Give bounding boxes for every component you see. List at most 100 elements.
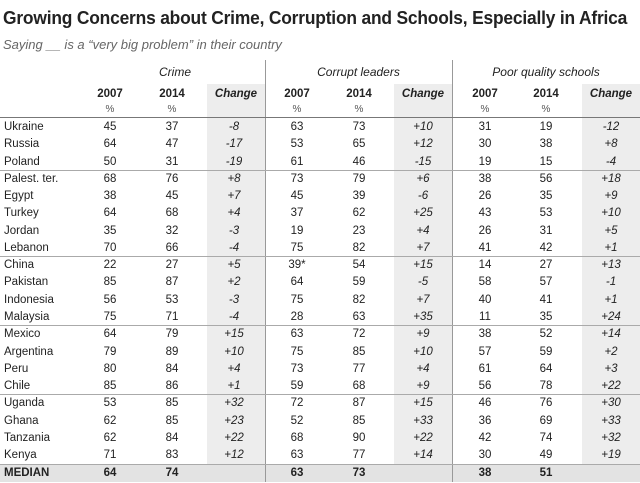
cell-crime-2007: 75	[103, 310, 117, 323]
cell-schools-2007: 46	[478, 397, 492, 410]
cell-crime-change: +23	[224, 414, 244, 427]
median-label: MEDIAN	[4, 467, 50, 479]
cell-corrupt-2014: 73	[352, 467, 366, 479]
cell-corrupt-2014: 82	[352, 293, 366, 306]
cell-schools-2014: 35	[539, 190, 553, 203]
cell-crime-change: +22	[224, 431, 244, 444]
cell-crime-2007: 45	[103, 121, 117, 133]
cell-corrupt-change: +22	[413, 431, 433, 444]
cell-corrupt-2007: 75	[290, 241, 304, 254]
cell-crime-change: -3	[228, 293, 240, 306]
cell-schools-2007: 26	[478, 190, 492, 203]
country-label: Malaysia	[4, 310, 50, 323]
cell-corrupt-change: +14	[413, 449, 433, 462]
cell-schools-change: +30	[601, 397, 621, 410]
cell-crime-2014: 76	[165, 172, 179, 185]
cell-corrupt-2007: 68	[290, 431, 304, 444]
cell-schools-change: +14	[601, 328, 621, 341]
cell-corrupt-change: +9	[416, 328, 430, 341]
cell-crime-2007: 64	[103, 467, 117, 479]
cell-corrupt-2007: 73	[290, 362, 304, 375]
group-header-poor-schools: Poor quality schools	[492, 65, 600, 79]
cell-corrupt-2007: 63	[290, 121, 304, 133]
country-label: Argentina	[4, 345, 54, 358]
cell-schools-change: +19	[601, 449, 621, 462]
table-row: Russia 64 47 -17 53 65 +12 30 38 +8	[0, 136, 640, 153]
cell-schools-change: +10	[601, 207, 621, 220]
country-label: Mexico	[4, 328, 41, 341]
cell-schools-2014: 57	[539, 276, 553, 289]
cell-crime-2007: 62	[103, 431, 117, 444]
change-column-bg-crime	[207, 84, 265, 482]
table-row: Kenya 71 83 +12 63 77 +14 30 49 +19	[0, 447, 640, 464]
cell-corrupt-2007: 59	[290, 380, 304, 393]
cell-schools-2007: 19	[478, 155, 492, 168]
table-row: Jordan 35 32 -3 19 23 +4 26 31 +5	[0, 223, 640, 240]
cell-schools-change: -12	[602, 121, 620, 133]
cell-schools-2007: 58	[478, 276, 492, 289]
cell-crime-2014: 32	[165, 224, 179, 237]
cell-crime-2007: 56	[103, 293, 117, 306]
cell-crime-2007: 71	[103, 449, 117, 462]
cell-corrupt-2014: 72	[352, 328, 366, 341]
country-label: Uganda	[4, 397, 45, 410]
cell-crime-2014: 85	[165, 397, 179, 410]
median-row-bg	[0, 465, 640, 482]
cell-corrupt-2007: 64	[290, 276, 304, 289]
cell-schools-2014: 31	[539, 224, 553, 237]
cell-corrupt-2014: 85	[352, 414, 366, 427]
cell-crime-2014: 79	[165, 328, 179, 341]
cell-crime-2007: 85	[103, 380, 117, 393]
table-row: Argentina 79 89 +10 75 85 +10 57 59 +2	[0, 344, 640, 361]
cell-corrupt-2014: 59	[352, 276, 366, 289]
unit-label: %	[541, 104, 551, 115]
cell-crime-2007: 53	[103, 397, 117, 410]
cell-corrupt-2014: 54	[352, 259, 366, 272]
cell-corrupt-change: +4	[416, 224, 430, 237]
cell-crime-change: -8	[228, 121, 240, 133]
cell-crime-change: -3	[228, 224, 240, 237]
cell-crime-change: +4	[227, 362, 241, 375]
cell-schools-2014: 56	[539, 172, 553, 185]
cell-crime-2014: 45	[165, 190, 179, 203]
header-corrupt-2014: 2014	[346, 88, 372, 100]
cell-schools-2007: 26	[478, 224, 492, 237]
cell-schools-2007: 30	[478, 449, 492, 462]
header-schools-2007: 2007	[472, 88, 498, 100]
cell-corrupt-2014: 82	[352, 241, 366, 254]
cell-crime-2007: 35	[103, 224, 117, 237]
region-divider	[0, 464, 640, 465]
cell-schools-2007: 38	[478, 467, 492, 479]
cell-corrupt-2014: 62	[352, 207, 366, 220]
cell-schools-2014: 69	[539, 414, 553, 427]
cell-schools-2014: 35	[539, 310, 553, 323]
cell-crime-2007: 68	[103, 172, 117, 185]
cell-corrupt-2007: 39*	[288, 259, 306, 272]
cell-corrupt-change: +7	[416, 293, 430, 306]
cell-schools-2014: 19	[539, 121, 553, 133]
cell-crime-2007: 80	[103, 362, 117, 375]
country-label: Egypt	[4, 190, 34, 203]
cell-crime-change: -19	[225, 155, 243, 168]
country-label: Lebanon	[4, 241, 49, 254]
country-label: Tanzania	[4, 431, 51, 444]
cell-schools-2014: 42	[539, 241, 553, 254]
cell-schools-2007: 56	[478, 380, 492, 393]
cell-crime-change: +7	[227, 190, 241, 203]
cell-crime-2014: 31	[165, 155, 179, 168]
country-label: Kenya	[4, 449, 37, 462]
cell-corrupt-2014: 46	[352, 155, 366, 168]
cell-schools-change: +8	[604, 138, 618, 151]
chart-subtitle: Saying __ is a “very big problem” in the…	[3, 37, 282, 52]
cell-corrupt-2014: 87	[352, 397, 366, 410]
unit-label: %	[292, 104, 302, 115]
group-divider	[452, 60, 453, 482]
cell-corrupt-2014: 73	[352, 121, 366, 133]
cell-crime-2007: 38	[103, 190, 117, 203]
country-label: Poland	[4, 155, 40, 168]
cell-corrupt-2014: 63	[352, 310, 366, 323]
chart-title: Growing Concerns about Crime, Corruption…	[3, 7, 628, 28]
cell-schools-change: +32	[601, 431, 621, 444]
cell-schools-2007: 57	[478, 345, 492, 358]
